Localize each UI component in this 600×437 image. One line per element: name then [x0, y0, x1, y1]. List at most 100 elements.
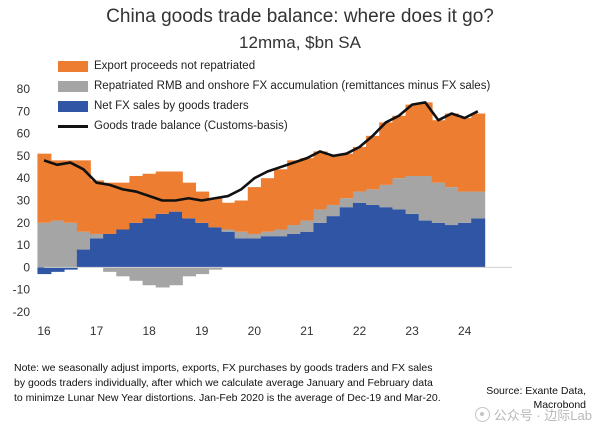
bar-export-proceeds: [182, 182, 196, 219]
bar-net-fx-sales: [221, 231, 236, 268]
bar-net-fx-sales: [155, 213, 170, 268]
bar-net-fx-sales: [274, 236, 289, 268]
bar-export-proceeds: [300, 158, 315, 221]
legend-item: Export proceeds not repatriated: [58, 56, 490, 76]
bar-net-fx-sales: [379, 207, 394, 268]
x-tick-label: 24: [458, 324, 472, 338]
legend-item: Repatriated RMB and onshore FX accumulat…: [58, 76, 490, 96]
bar-repatriated-rmb: [352, 191, 367, 203]
bar-export-proceeds: [234, 200, 249, 232]
bar-net-fx-sales: [326, 216, 341, 268]
bar-net-fx-sales: [458, 222, 473, 268]
bar-export-proceeds: [444, 113, 459, 188]
x-tick-label: 16: [37, 324, 51, 338]
bar-repatriated-rmb: [326, 204, 341, 217]
footnote-line: to minimze Lunar New Year distortions. J…: [14, 392, 441, 404]
bar-export-proceeds: [155, 171, 170, 214]
legend-swatch-line: [58, 124, 88, 128]
bar-repatriated-rmb: [195, 267, 210, 275]
bar-export-proceeds: [168, 171, 183, 212]
bar-repatriated-rmb: [300, 220, 315, 232]
bar-net-fx-sales: [90, 238, 104, 268]
bar-net-fx-sales: [234, 238, 249, 268]
y-tick-label: 60: [17, 127, 31, 141]
bar-export-proceeds: [195, 191, 210, 223]
bar-repatriated-rmb: [405, 175, 420, 214]
legend-label: Net FX sales by goods traders: [94, 100, 249, 112]
bar-export-proceeds: [247, 187, 262, 234]
bar-repatriated-rmb: [287, 225, 302, 234]
y-tick-label: 50: [17, 149, 31, 163]
bar-repatriated-rmb: [155, 267, 170, 288]
source-note: Source: Exante Data, Macrobond: [486, 384, 586, 412]
bar-export-proceeds: [221, 202, 236, 230]
bar-export-proceeds: [326, 155, 341, 205]
bar-export-proceeds: [431, 120, 446, 183]
bar-export-proceeds: [103, 182, 118, 234]
bar-export-proceeds: [339, 153, 354, 199]
bar-repatriated-rmb: [168, 267, 183, 286]
bar-repatriated-rmb: [234, 231, 249, 239]
bar-repatriated-rmb: [129, 267, 144, 281]
chart-legend: Export proceeds not repatriated Repatria…: [58, 56, 490, 136]
bar-net-fx-sales: [431, 222, 446, 268]
bar-repatriated-rmb: [392, 178, 407, 210]
bar-net-fx-sales: [76, 249, 91, 268]
bar-repatriated-rmb: [221, 229, 236, 232]
bar-net-fx-sales: [37, 267, 52, 275]
legend-label: Repatriated RMB and onshore FX accumulat…: [94, 80, 491, 92]
bar-repatriated-rmb: [76, 231, 91, 250]
bar-repatriated-rmb: [90, 233, 104, 239]
bar-repatriated-rmb: [50, 220, 65, 268]
bar-net-fx-sales: [182, 218, 196, 268]
footnote: Note: we seasonally adjust imports, expo…: [14, 361, 441, 406]
bar-export-proceeds: [471, 113, 486, 192]
bar-repatriated-rmb: [431, 182, 446, 223]
bar-repatriated-rmb: [418, 175, 433, 221]
bar-repatriated-rmb: [63, 222, 78, 268]
bar-repatriated-rmb: [313, 209, 328, 223]
y-tick-label: 70: [17, 104, 31, 118]
bar-net-fx-sales: [50, 267, 65, 272]
bar-export-proceeds: [90, 180, 104, 234]
legend-swatch-orange: [58, 60, 88, 72]
bar-export-proceeds: [418, 102, 433, 176]
bar-export-proceeds: [313, 151, 328, 210]
x-tick-label: 20: [248, 324, 262, 338]
bar-repatriated-rmb: [142, 267, 157, 286]
bar-export-proceeds: [37, 153, 52, 223]
legend-item: Goods trade balance (Customs-basis): [58, 116, 490, 136]
bar-net-fx-sales: [366, 204, 381, 268]
bar-repatriated-rmb: [116, 267, 131, 277]
watermark: 公众号 · 边际Lab: [474, 405, 592, 424]
bar-repatriated-rmb: [458, 191, 473, 223]
bar-repatriated-rmb: [444, 187, 459, 226]
bar-repatriated-rmb: [366, 189, 381, 205]
trade-balance-line: [43, 101, 479, 202]
x-tick-label: 22: [353, 324, 367, 338]
bar-repatriated-rmb: [37, 222, 52, 268]
footnote-line: by goods traders individually, after whi…: [14, 377, 433, 389]
watermark-text: 公众号 · 边际Lab: [493, 408, 592, 423]
bar-net-fx-sales: [339, 207, 354, 268]
bar-export-proceeds: [392, 115, 407, 179]
legend-swatch-blue: [58, 100, 88, 112]
x-tick-label: 18: [142, 324, 156, 338]
chart-subtitle: 12mma, $bn SA: [239, 33, 361, 52]
bar-net-fx-sales: [129, 222, 144, 268]
bar-export-proceeds: [458, 117, 473, 192]
x-tick-label: 23: [405, 324, 419, 338]
bar-net-fx-sales: [142, 218, 157, 268]
bar-export-proceeds: [129, 175, 144, 223]
bar-net-fx-sales: [405, 213, 420, 268]
bar-net-fx-sales: [287, 233, 302, 268]
bar-net-fx-sales: [168, 211, 183, 268]
bar-repatriated-rmb: [339, 198, 354, 208]
legend-swatch-grey: [58, 80, 88, 92]
y-tick-label: -10: [13, 283, 31, 297]
bar-repatriated-rmb: [247, 233, 262, 239]
bar-export-proceeds: [76, 160, 91, 232]
y-tick-label: 20: [17, 216, 31, 230]
y-tick-label: 40: [17, 171, 31, 185]
